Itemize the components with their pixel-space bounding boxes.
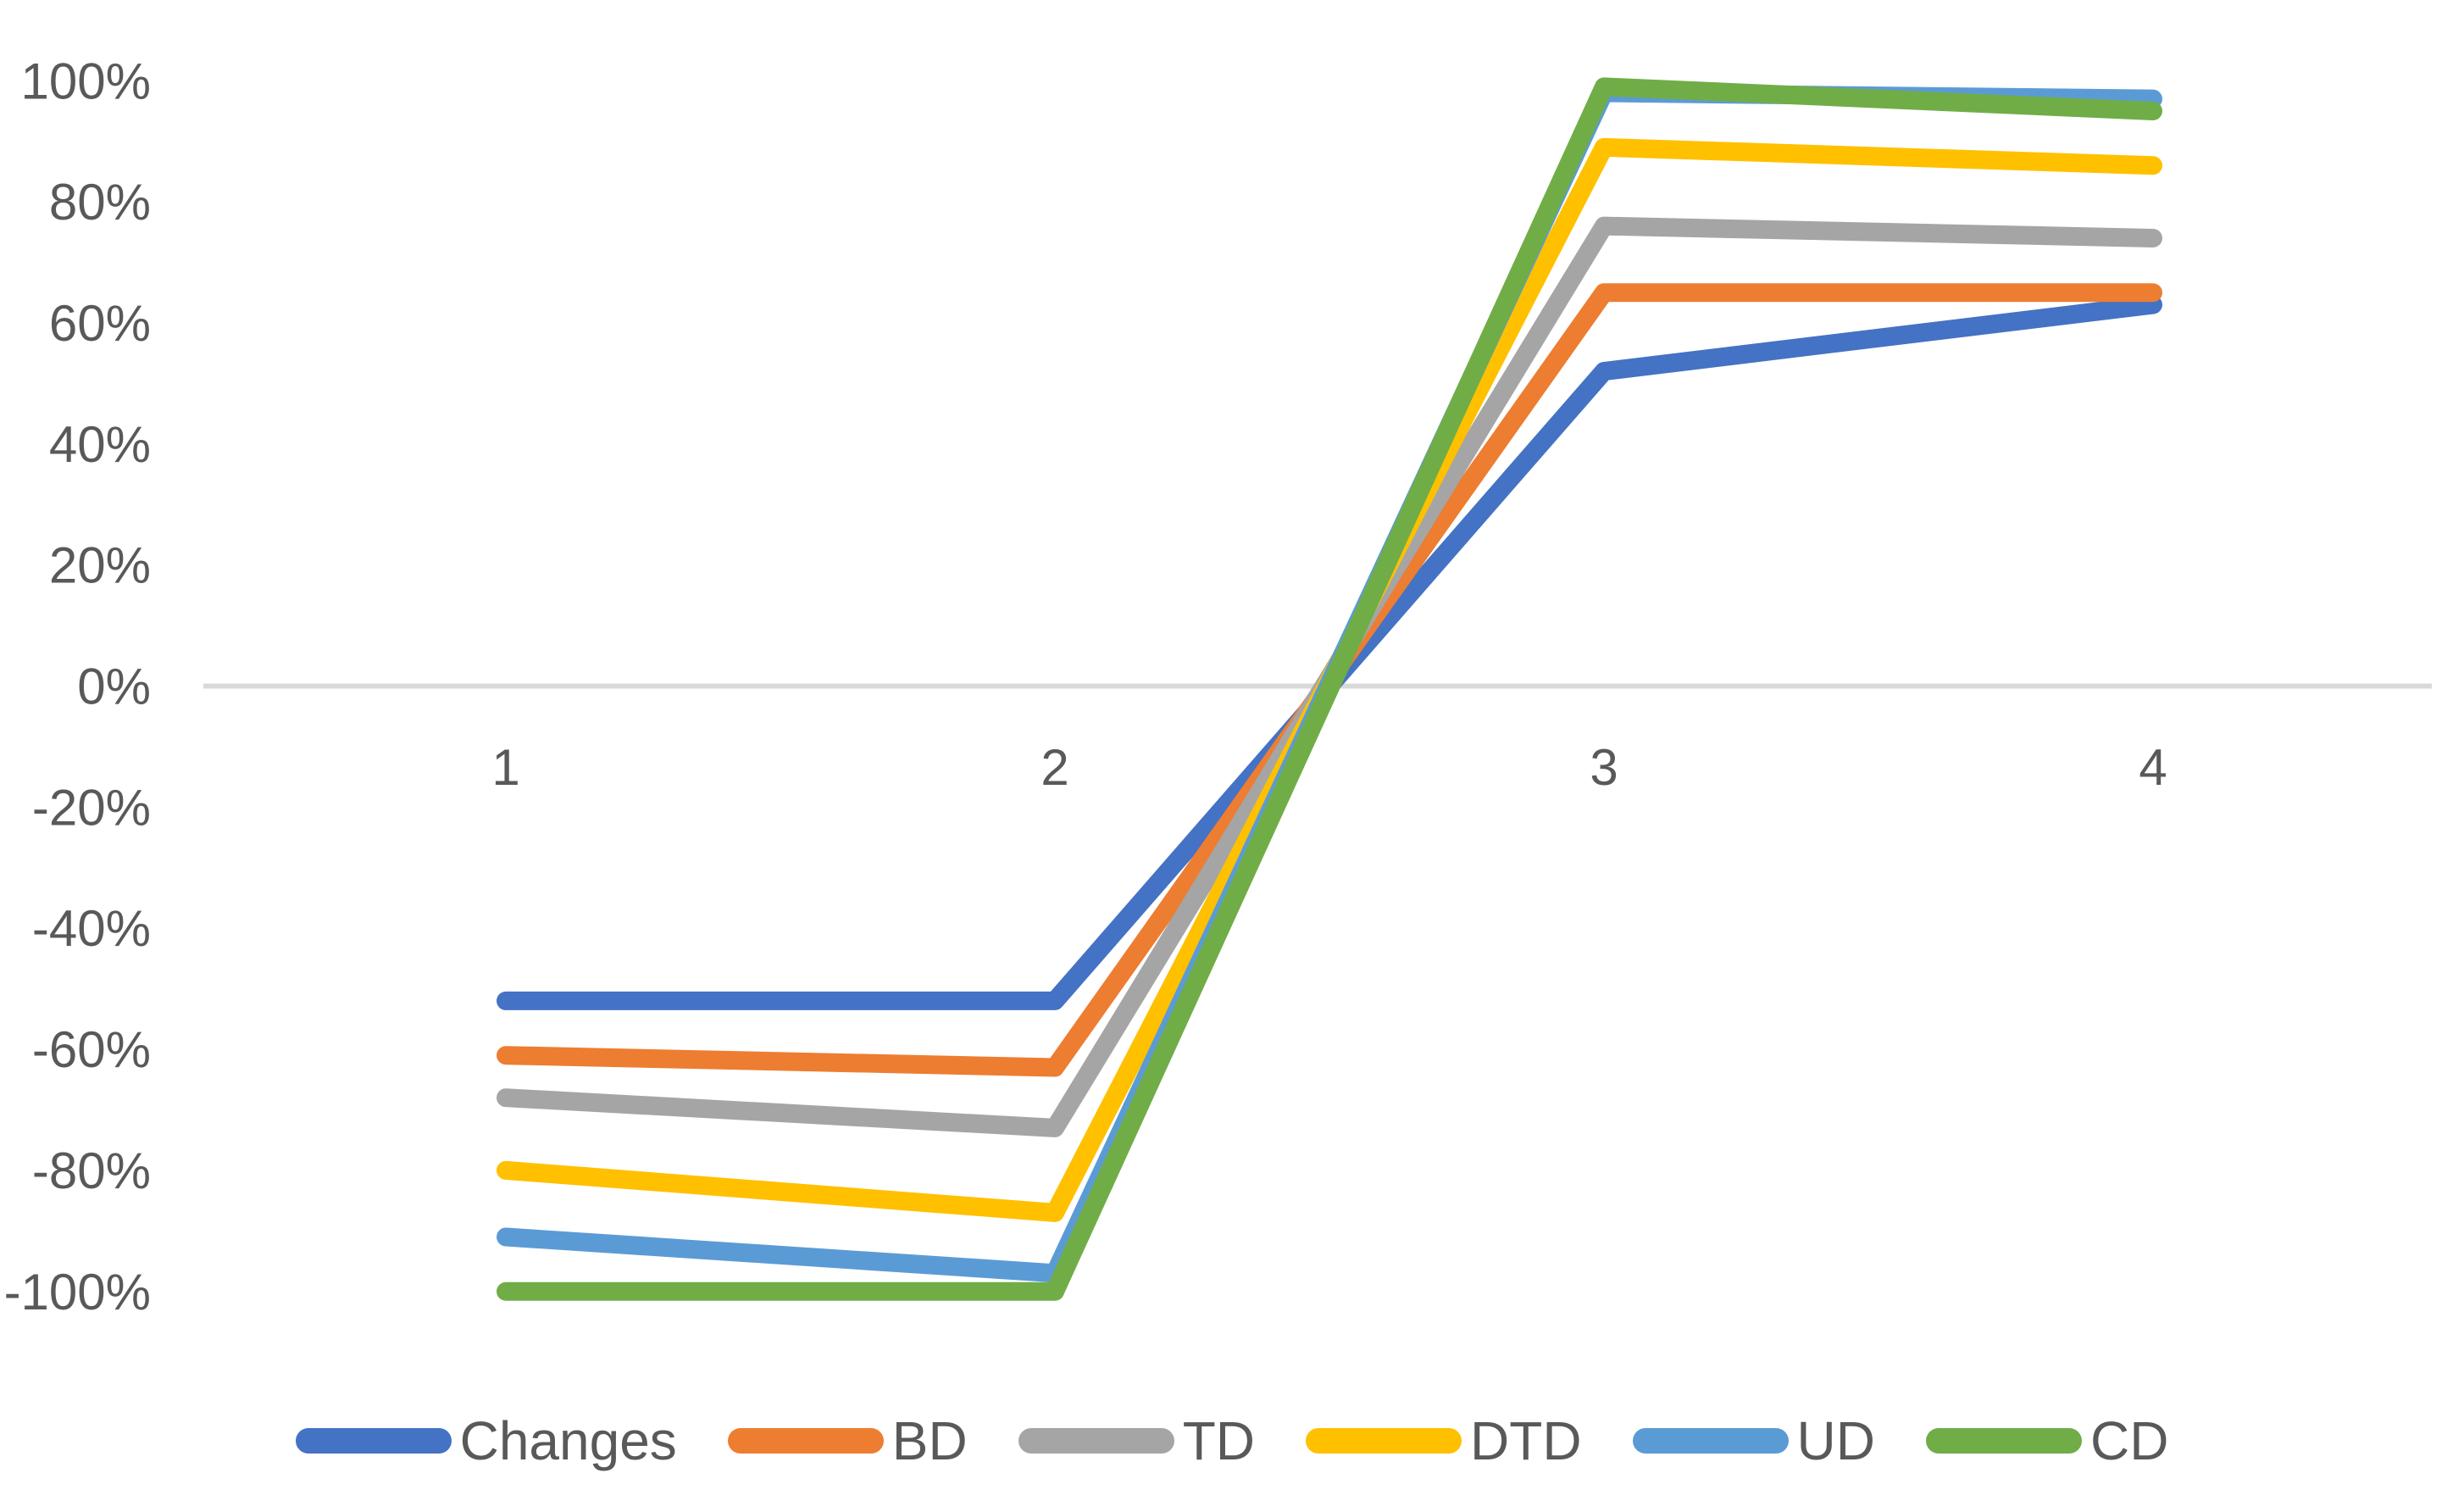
legend-swatch-dtd: [1306, 1428, 1462, 1454]
y-axis-tick-label: -40%: [32, 900, 151, 957]
y-axis-tick-label: 100%: [21, 53, 151, 109]
y-axis-tick-label: -20%: [32, 779, 151, 836]
x-axis-tick-label: 1: [491, 739, 519, 796]
legend-label-changes: Changes: [459, 1410, 677, 1471]
legend-item-ud: UD: [1632, 1410, 1875, 1471]
legend: Changes BD TD DTD UD CD: [0, 1414, 2464, 1468]
y-axis-tick-label: 0%: [77, 659, 151, 715]
legend-swatch-changes: [295, 1428, 452, 1454]
y-axis-tick-label: -80%: [32, 1142, 151, 1199]
y-axis-tick-label: 40%: [49, 416, 151, 473]
legend-label-td: TD: [1182, 1410, 1255, 1471]
y-axis-tick-label: 60%: [49, 295, 151, 352]
legend-swatch-cd: [1925, 1428, 2082, 1454]
x-axis-tick-label: 4: [2139, 739, 2167, 796]
legend-swatch-bd: [727, 1428, 884, 1454]
legend-item-changes: Changes: [295, 1410, 677, 1471]
legend-swatch-ud: [1632, 1428, 1789, 1454]
x-axis-tick-label: 3: [1590, 739, 1618, 796]
y-axis-tick-label: 80%: [49, 174, 151, 231]
legend-item-td: TD: [1018, 1414, 1255, 1468]
series-line-cd: [497, 77, 2162, 1301]
legend-label-dtd: DTD: [1470, 1410, 1582, 1471]
legend-label-cd: CD: [2089, 1410, 2169, 1471]
series-line-changes: [497, 295, 2162, 1010]
legend-item-dtd: DTD: [1306, 1414, 1582, 1468]
y-axis-tick-label: -60%: [32, 1021, 151, 1078]
y-axis-tick-label: -100%: [4, 1264, 151, 1320]
x-axis-tick-label: 2: [1041, 739, 1068, 796]
y-axis-tick-label: 20%: [49, 537, 151, 594]
legend-label-bd: BD: [891, 1410, 968, 1471]
legend-label-ud: UD: [1796, 1410, 1875, 1471]
legend-item-cd: CD: [1925, 1410, 2169, 1471]
legend-item-bd: BD: [727, 1410, 968, 1471]
legend-swatch-td: [1018, 1428, 1174, 1454]
